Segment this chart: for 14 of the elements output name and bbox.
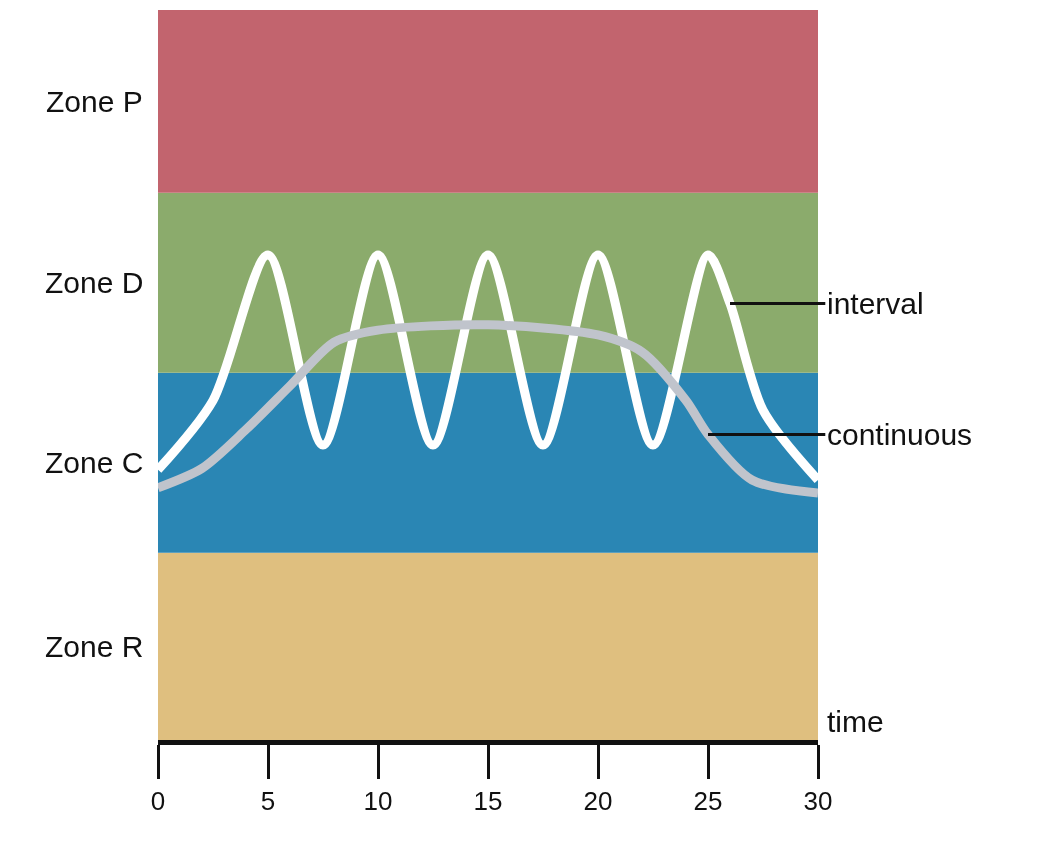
x-tick-label: 30 [803,786,833,817]
text: interval [827,287,924,320]
band-label: Zone C [45,446,144,479]
band-label: Zone P [46,85,143,118]
x-tick-label: 20 [583,786,613,817]
x-tick-label: 15 [473,786,503,817]
x-tick-label: 10 [363,786,393,817]
band-label: Zone R [45,630,144,663]
band-label: Zone D [45,266,144,299]
x-tick-label: 0 [150,786,166,817]
x-tick-label: 5 [260,786,276,817]
x-axis-title: time [827,705,884,738]
x-tick-label: 25 [693,786,723,817]
series-label: continuous [827,418,973,451]
